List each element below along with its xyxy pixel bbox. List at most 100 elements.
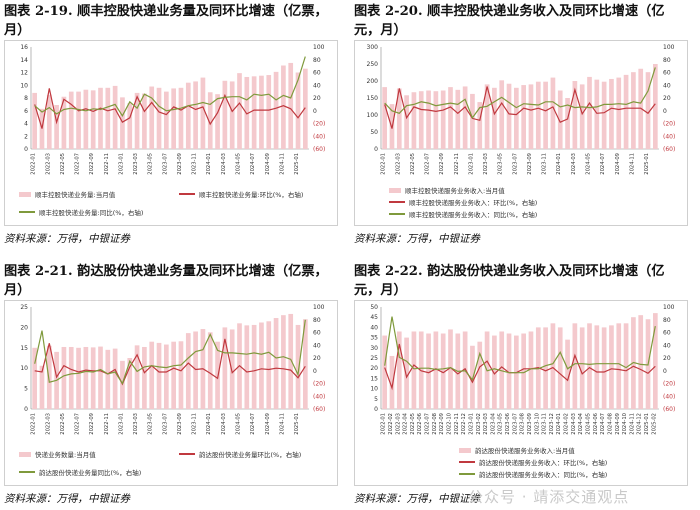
right-tick-label: (60) [663, 406, 675, 413]
right-tick-label: 60 [313, 70, 321, 77]
line-mom [34, 338, 306, 386]
legend-mom-swatch [179, 193, 195, 195]
x-tick-label: 2022-01 [381, 153, 387, 175]
x-tick-label: 2022-08 [432, 413, 438, 435]
bar-2024-03 [572, 323, 578, 409]
bar-2022-01 [32, 347, 37, 409]
left-tick-label: 15 [370, 375, 378, 382]
bar-2022-12 [112, 348, 118, 409]
bar-2022-11 [105, 349, 111, 409]
line-mom [384, 343, 656, 391]
chart-title: 图表 2-20. 顺丰控股快递业务收入及同环比增速（亿元，月） [354, 4, 665, 38]
bar-2022-07 [426, 90, 431, 149]
right-tick-label: 60 [313, 330, 321, 337]
x-tick-label: 2022-11 [104, 153, 110, 175]
legend-label: 顺丰控股快递业务量:环比(%，右轴) [199, 191, 304, 199]
bar-2023-04 [142, 93, 147, 149]
line-yoy [34, 56, 306, 117]
left-tick-label: 50 [370, 129, 378, 136]
x-tick-label: 2024-11 [629, 153, 635, 175]
x-tick-label: 2024-01 [556, 413, 562, 435]
right-tick-label: 0 [313, 108, 317, 115]
chart-legend: 顺丰控股快递业务量:当月值 顺丰控股快递业务量:环比(%，右轴) 顺丰控股快递业… [19, 187, 329, 223]
x-tick-label: 2022-03 [45, 413, 51, 435]
right-tick-label: 0 [313, 368, 317, 375]
bar-2022-05 [61, 346, 67, 409]
bar-2023-01 [120, 97, 125, 149]
watermark: 公众号 · 靖添交通观点 [468, 488, 630, 506]
x-tick-label: 2023-12 [549, 413, 555, 435]
legend-bar-swatch [19, 451, 31, 457]
bar-2024-12 [288, 313, 294, 409]
left-tick-label: 0 [374, 406, 378, 413]
legend-mom-swatch [179, 453, 195, 455]
left-tick-label: 25 [370, 355, 378, 362]
chart-svg: 0 5 10 15 20 25 30 35 40 45 50 100 80 60 40 20 0 (20) (40)… [370, 304, 675, 435]
bar-2022-03 [396, 88, 402, 149]
legend-bar-swatch [389, 187, 401, 193]
chart-panel-sf-volume: 图表 2-19. 顺丰控股快递业务量及同环比增速（亿票，月） 0 2 4 6 8 10 12… [0, 0, 340, 250]
bar-2022-04 [54, 105, 59, 149]
left-tick-label: 5 [374, 396, 378, 403]
x-tick-label: 2022-05 [410, 153, 416, 175]
right-tick-label: (60) [313, 146, 325, 153]
x-tick-label: 2022-09 [89, 153, 95, 175]
line-yoy [384, 67, 656, 120]
left-tick-label: 300 [367, 44, 379, 51]
x-tick-label: 2024-03 [571, 153, 577, 175]
legend-item-bar: 顺丰控股快递服务业务收入:当月值 [389, 185, 505, 195]
left-tick-label: 0 [374, 146, 378, 153]
bar-2022-02 [39, 108, 45, 149]
left-tick-label: 45 [370, 314, 378, 321]
x-tick-label: 2024-02 [564, 413, 570, 435]
bar-2023-08 [171, 341, 176, 409]
left-tick-label: 5 [24, 386, 28, 393]
bar-2024-01 [207, 332, 213, 409]
bar-2022-08 [83, 89, 89, 149]
right-tick-label: (20) [663, 121, 675, 128]
bar-2024-09 [616, 77, 622, 149]
source-note: 资料来源：万得，中银证券 [354, 493, 480, 505]
bar-2024-08 [609, 325, 614, 409]
left-tick-label: 12 [20, 70, 28, 77]
bar-2024-07 [251, 324, 257, 409]
x-tick-label: 2024-06 [593, 413, 599, 435]
legend-label: 韵达股份快递服务业务收入:当月值 [475, 447, 575, 455]
bar-2024-09 [266, 321, 272, 409]
x-tick-label: 2025-01 [294, 413, 300, 435]
bar-2023-04 [142, 346, 147, 409]
bar-2025-01 [295, 72, 301, 149]
bar-2023-07 [164, 344, 169, 409]
bar-2023-02 [477, 341, 483, 409]
bar-2023-05 [149, 86, 155, 149]
bar-2023-09 [528, 331, 534, 409]
legend-mom-swatch [389, 201, 405, 203]
bar-2023-02 [477, 102, 483, 149]
bar-2023-12 [550, 77, 556, 149]
x-tick-label: 2024-05 [236, 413, 242, 435]
bar-2024-12 [638, 315, 644, 409]
bar-2022-01 [382, 335, 387, 409]
bar-2022-07 [426, 333, 431, 409]
bar-2023-07 [164, 91, 169, 149]
bar-2025-01 [295, 324, 301, 409]
bar-2022-09 [90, 90, 96, 149]
bar-2024-03 [222, 327, 228, 409]
x-tick-label: 2022-05 [60, 413, 66, 435]
legend-item-mom: 韵达股份快递服务业务收入：环比(%，右轴) [459, 457, 607, 467]
bar-2023-06 [156, 342, 162, 409]
x-tick-label: 2023-03 [483, 153, 489, 175]
bar-2024-01 [557, 327, 563, 409]
x-tick-label: 2024-04 [578, 412, 584, 434]
bar-2023-04 [492, 335, 497, 409]
left-tick-label: 20 [370, 365, 378, 372]
right-tick-label: (20) [313, 381, 325, 388]
x-tick-label: 2024-07 [600, 413, 606, 435]
bar-2022-04 [404, 337, 409, 409]
x-tick-label: 2023-11 [192, 153, 198, 175]
bar-2022-10 [448, 87, 453, 149]
x-tick-label: 2023-07 [512, 153, 518, 175]
bar-2023-08 [521, 333, 526, 409]
left-tick-label: 100 [367, 112, 379, 119]
